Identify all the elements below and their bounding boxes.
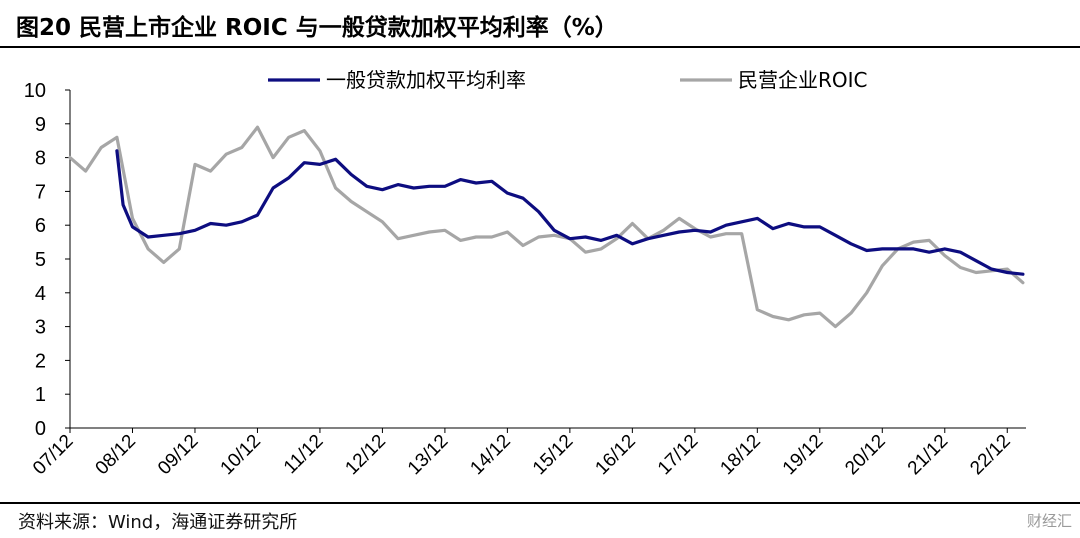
legend-label: 民营企业ROIC xyxy=(738,68,868,92)
series-line-loan-rate xyxy=(115,149,1025,276)
x-tick-label: 14/12 xyxy=(466,431,514,479)
x-tick-label: 12/12 xyxy=(341,431,389,479)
chart-title: 图20 民营上市企业 ROIC 与一般贷款加权平均利率（%） xyxy=(16,15,618,41)
x-tick-label: 21/12 xyxy=(904,431,952,479)
footer-rule xyxy=(0,502,1080,504)
y-tick-label: 10 xyxy=(24,80,46,102)
legend: 一般贷款加权平均利率 民营企业ROIC xyxy=(268,68,868,92)
series-lines xyxy=(68,125,1025,329)
x-tick-label: 19/12 xyxy=(779,431,827,479)
y-tick-label: 0 xyxy=(35,418,46,440)
x-tick-label: 15/12 xyxy=(529,431,577,479)
y-tick-label: 8 xyxy=(35,148,46,170)
legend-label: 一般贷款加权平均利率 xyxy=(326,68,526,92)
y-tick-label: 4 xyxy=(35,283,46,305)
y-tick-label: 6 xyxy=(35,215,46,237)
y-tick-label: 2 xyxy=(35,350,46,372)
title-rule xyxy=(0,46,1080,48)
x-tick-label: 11/12 xyxy=(280,431,327,478)
series-line-private-roic xyxy=(68,125,1025,329)
y-tick-label: 9 xyxy=(35,114,46,136)
x-tick-label: 16/12 xyxy=(591,431,639,479)
y-tick-label: 1 xyxy=(35,384,46,406)
x-tick-label: 13/12 xyxy=(404,431,452,479)
x-axis-ticks: 07/12 08/12 09/12 10/12 11/12 12/12 13/12 14/12… xyxy=(29,428,1015,479)
x-tick-label: 18/12 xyxy=(716,431,764,479)
axes xyxy=(69,90,1026,429)
x-tick-label: 09/12 xyxy=(154,431,202,479)
y-tick-label: 3 xyxy=(35,317,46,339)
y-tick-label: 5 xyxy=(35,249,46,271)
x-tick-label: 20/12 xyxy=(841,431,889,479)
x-tick-label: 22/12 xyxy=(966,431,1014,479)
y-tick-label: 7 xyxy=(35,181,46,203)
x-tick-label: 10/12 xyxy=(217,431,265,479)
y-axis-ticks: 0 1 2 3 4 5 6 7 8 9 10 xyxy=(24,80,70,440)
source-note: 资料来源：Wind，海通证券研究所 xyxy=(18,512,298,533)
x-tick-label: 08/12 xyxy=(92,431,140,479)
watermark-logo: 财经汇 xyxy=(1026,512,1072,530)
x-tick-label: 17/12 xyxy=(654,431,702,479)
